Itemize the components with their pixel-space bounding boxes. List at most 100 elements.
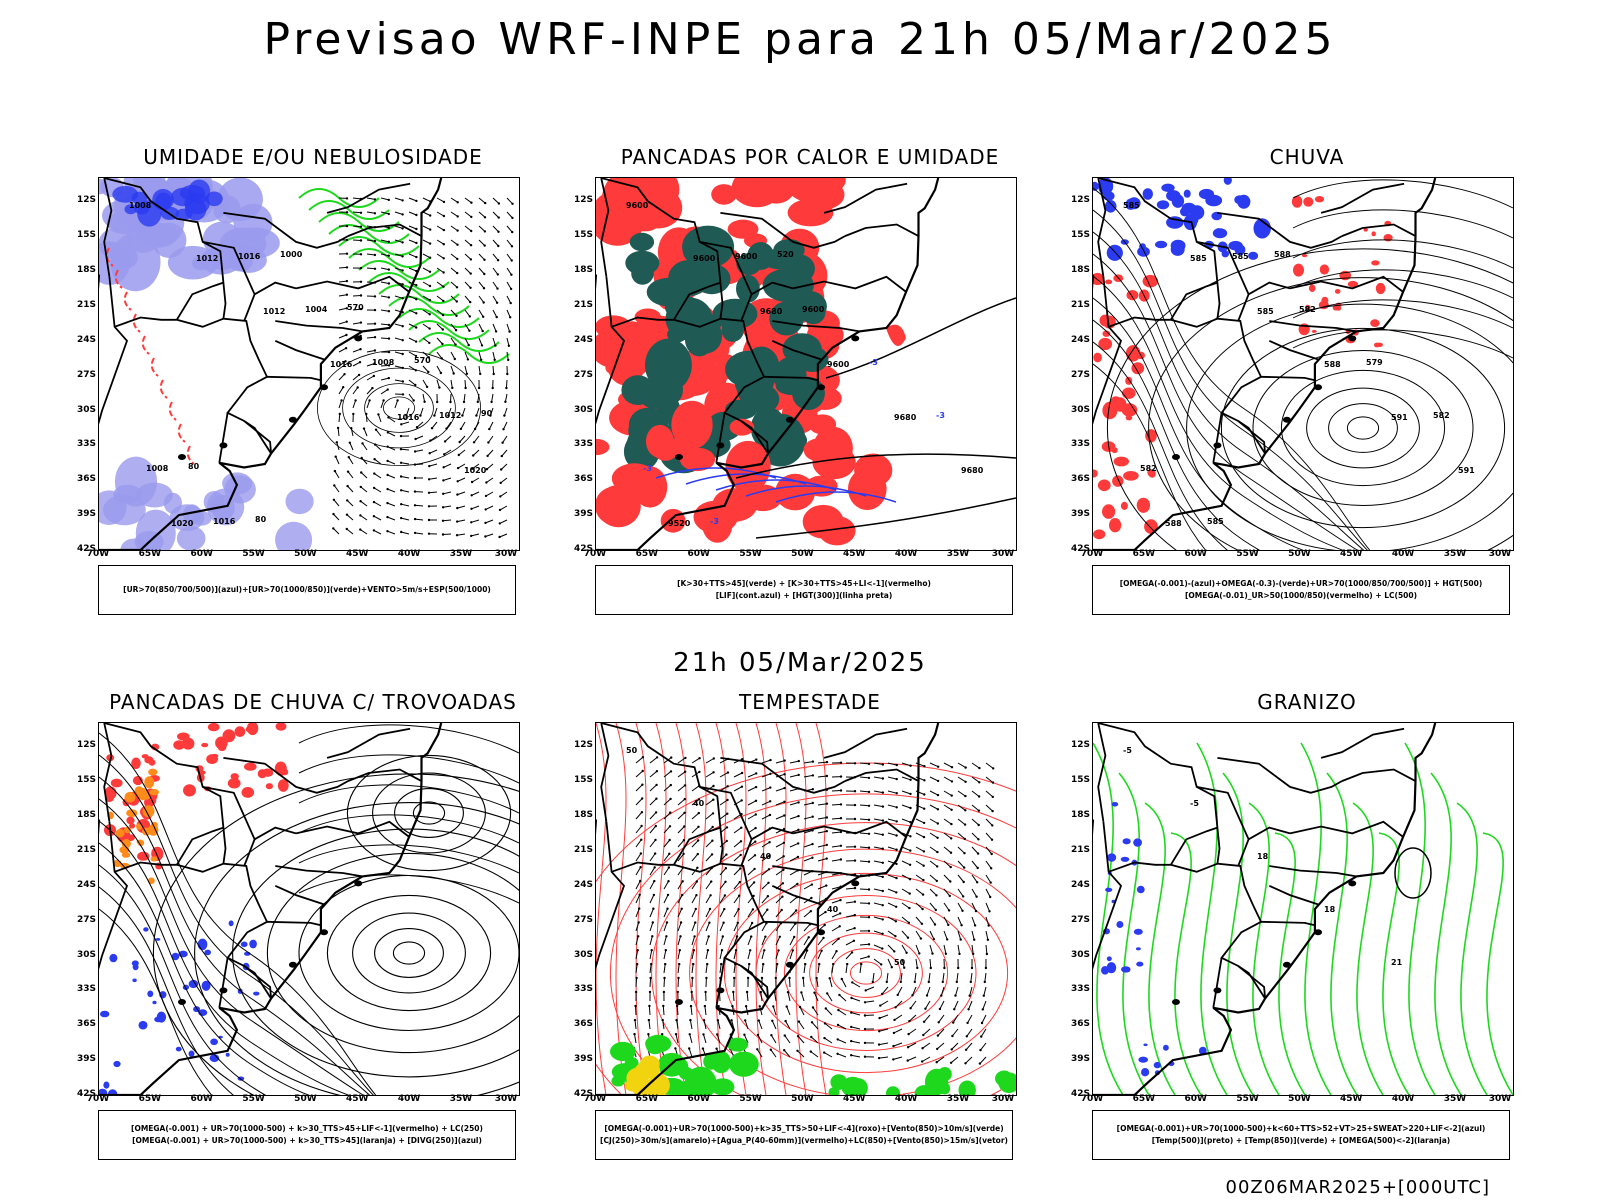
contour-label: 585 (1207, 517, 1224, 526)
latitude-tick-label: 33S (573, 984, 593, 995)
contour-label: 1000 (280, 250, 303, 259)
legend-line: [OMEGA(-0.001) + UR>70(1000-500) + k>30_… (131, 1124, 483, 1133)
legend-line: [OMEGA(-0.01)_UR>50(1000/850)(vermelho) … (1184, 591, 1418, 600)
contour-label: 588 (1165, 519, 1182, 528)
contour-label: 1016 (397, 413, 420, 422)
contour-label: 1020 (464, 466, 487, 475)
legend-line: [OMEGA(-0.001)+UR>70(1000-500)+k>35_TTS>… (604, 1124, 1004, 1133)
longitude-tick-label: 60W (1184, 549, 1207, 559)
latitude-tick-label: 12S (1070, 195, 1090, 206)
longitude-axis: 70W 65W 60W 55W 50W 45W 40W 35W 30W (584, 549, 1015, 563)
longitude-tick-label: 30W (494, 549, 518, 559)
contour-label: 1008 (146, 464, 169, 473)
longitude-tick-label: 45W (346, 549, 369, 559)
longitude-tick-label: 40W (397, 549, 421, 559)
map-area (98, 722, 520, 1096)
longitude-tick-label: 30W (1488, 1094, 1512, 1104)
contour-label: 582 (1433, 411, 1450, 420)
latitude-tick-label: 30S (573, 404, 593, 415)
latitude-tick-label: 30S (573, 949, 593, 960)
longitude-tick-label: 70W (86, 1094, 110, 1104)
longitude-axis: 70W 65W 60W 55W 50W 45W 40W 35W 30W (87, 1094, 518, 1108)
panel-title: TEMPESTADE (739, 690, 881, 714)
latitude-tick-label: 21S (573, 844, 593, 855)
legend-line: [OMEGA(-0.001)-(azul)+OMEGA(-0.3)-(verde… (1119, 579, 1483, 588)
latitude-tick-label: 24S (573, 334, 593, 345)
contour-label: -3 (869, 358, 878, 367)
contour-label: 50 (894, 958, 906, 967)
contour-label: -5 (1123, 746, 1132, 755)
contour-label: 1016 (238, 252, 261, 261)
longitude-tick-label: 30W (1488, 549, 1512, 559)
contour-label: 40 (693, 799, 705, 808)
latitude-tick-label: 18S (76, 810, 96, 820)
longitude-tick-label: 55W (242, 549, 265, 559)
latitude-tick-label: 42S (573, 544, 593, 554)
legend-line: [OMEGA(-0.001) + UR>70(1000-500) + k>30_… (132, 1136, 482, 1145)
contour-label: 9600 (626, 201, 649, 210)
latitude-tick-label: 12S (76, 740, 96, 751)
map-svg: -5 -5 18 18 21 (1093, 723, 1513, 1095)
legend-line: [CJ(250)>30m/s](amarelo)+[Agua_P(40-60mm… (600, 1136, 1008, 1145)
latitude-tick-label: 18S (76, 265, 96, 275)
legend-box: [OMEGA(-0.001)-(azul)+OMEGA(-0.3)-(verde… (1092, 565, 1510, 615)
longitude-tick-label: 70W (1080, 1094, 1104, 1104)
latitude-tick-label: 42S (76, 1089, 96, 1099)
legend-line: [UR>70(850/700/500)](azul)+[UR>70(1000/8… (123, 585, 491, 594)
map-panel-3: CHUVA 12S 15S 18S 21S 24S 27S 30S 33S 36S 39S 42S 58… (1070, 145, 1542, 625)
contour-label: 80 (255, 515, 267, 524)
longitude-tick-label: 50W (294, 1094, 317, 1104)
latitude-tick-label: 36S (573, 1019, 593, 1030)
longitude-tick-label: 35W (449, 1094, 473, 1104)
latitude-tick-label: 33S (1070, 984, 1090, 995)
panel-title: PANCADAS POR CALOR E UMIDADE (620, 145, 1000, 169)
contour-label: 9600 (827, 360, 850, 369)
contour-label: 585 (1190, 254, 1207, 263)
longitude-tick-label: 50W (791, 1094, 814, 1104)
latitude-tick-label: 30S (76, 949, 96, 960)
contour-label: 21 (1391, 958, 1403, 967)
latitude-tick-label: 27S (76, 914, 96, 925)
contour-label: 588 (1274, 250, 1291, 259)
latitude-tick-label: 42S (76, 544, 96, 554)
longitude-tick-label: 55W (739, 549, 762, 559)
latitude-tick-label: 21S (1070, 844, 1090, 855)
longitude-tick-label: 60W (687, 1094, 710, 1104)
latitude-tick-label: 21S (76, 844, 96, 855)
legend-line: [Temp(500)](preto) + [Temp(850)](verde) … (1151, 1136, 1451, 1145)
map-panel-4: PANCADAS DE CHUVA C/ TROVOADAS 12S 15S 18S 2… (76, 690, 548, 1170)
latitude-tick-label: 30S (1070, 949, 1090, 960)
longitude-tick-label: 40W (397, 1094, 421, 1104)
panel-title: GRANIZO (1257, 690, 1357, 714)
longitude-tick-label: 65W (1132, 549, 1156, 559)
latitude-tick-label: 18S (573, 810, 593, 820)
contour-label: 18 (1257, 852, 1269, 861)
contour-label: 9520 (668, 519, 691, 528)
latitude-tick-label: 39S (573, 509, 593, 520)
latitude-tick-label: 12S (573, 740, 593, 751)
longitude-tick-label: 35W (449, 549, 473, 559)
middle-title: 21h 05/Mar/2025 (673, 648, 927, 678)
latitude-tick-label: 33S (1070, 439, 1090, 450)
latitude-tick-label: 18S (573, 265, 593, 275)
contour-label: 9600 (693, 254, 716, 263)
longitude-tick-label: 40W (894, 1094, 918, 1104)
longitude-tick-label: 45W (1340, 1094, 1363, 1104)
longitude-tick-label: 30W (991, 549, 1015, 559)
contour-label: 582 (1140, 464, 1157, 473)
longitude-tick-label: 45W (1340, 549, 1363, 559)
contour-label: 80 (188, 462, 200, 471)
longitude-tick-label: 40W (1391, 549, 1415, 559)
contour-label: 520 (777, 250, 794, 259)
contour-label: 90 (481, 409, 493, 418)
legend-box: [K>30+TTS>45](verde) + [K>30+TTS>45+LI<-… (595, 565, 1013, 615)
legend-line: [K>30+TTS>45](verde) + [K>30+TTS>45+LI<-… (677, 579, 931, 588)
latitude-tick-label: 30S (76, 404, 96, 415)
latitude-tick-label: 15S (76, 230, 96, 241)
latitude-tick-label: 33S (76, 439, 96, 450)
latitude-tick-label: 24S (573, 879, 593, 890)
longitude-tick-label: 55W (739, 1094, 762, 1104)
contour-label: 9680 (760, 307, 783, 316)
contour-label: 1008 (372, 358, 395, 367)
longitude-tick-label: 35W (1443, 1094, 1467, 1104)
